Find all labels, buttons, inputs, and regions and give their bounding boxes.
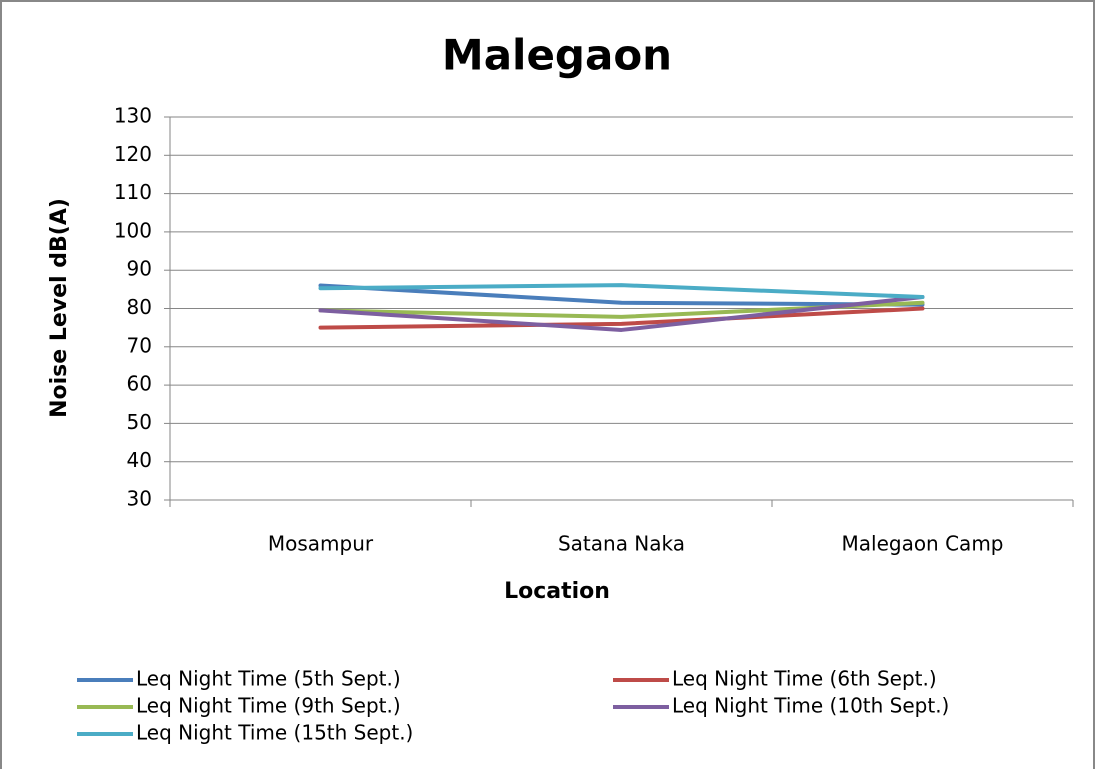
x-tick-label: Mosampur bbox=[268, 532, 374, 556]
y-tick-label: 100 bbox=[114, 218, 152, 242]
legend-label: Leq Night Time (9th Sept.) bbox=[136, 694, 401, 718]
y-tick-label: 80 bbox=[127, 295, 152, 319]
legend-label: Leq Night Time (6th Sept.) bbox=[672, 667, 937, 691]
legend-label: Leq Night Time (15th Sept.) bbox=[136, 721, 413, 745]
y-axis-label: Noise Level dB(A) bbox=[47, 198, 72, 418]
legend-label: Leq Night Time (10th Sept.) bbox=[672, 694, 949, 718]
series-line bbox=[318, 283, 925, 307]
y-tick-label: 50 bbox=[127, 410, 152, 434]
y-tick-label: 60 bbox=[127, 372, 152, 396]
series-line bbox=[318, 306, 925, 330]
x-axis-label: Location bbox=[504, 579, 610, 604]
x-tick-label: Malegaon Camp bbox=[842, 532, 1004, 556]
y-tick-label: 70 bbox=[127, 333, 152, 357]
series-line bbox=[318, 283, 925, 300]
legend-label: Leq Night Time (5th Sept.) bbox=[136, 667, 401, 691]
y-tick-label: 120 bbox=[114, 142, 152, 166]
y-tick-label: 130 bbox=[114, 104, 152, 128]
chart-title: Malegaon bbox=[442, 31, 672, 80]
y-tick-label: 110 bbox=[114, 180, 152, 204]
series-line bbox=[318, 295, 925, 332]
y-tick-label: 90 bbox=[127, 257, 152, 281]
x-tick-label: Satana Naka bbox=[558, 532, 685, 556]
y-tick-label: 40 bbox=[127, 448, 152, 472]
y-tick-label: 30 bbox=[127, 487, 152, 511]
